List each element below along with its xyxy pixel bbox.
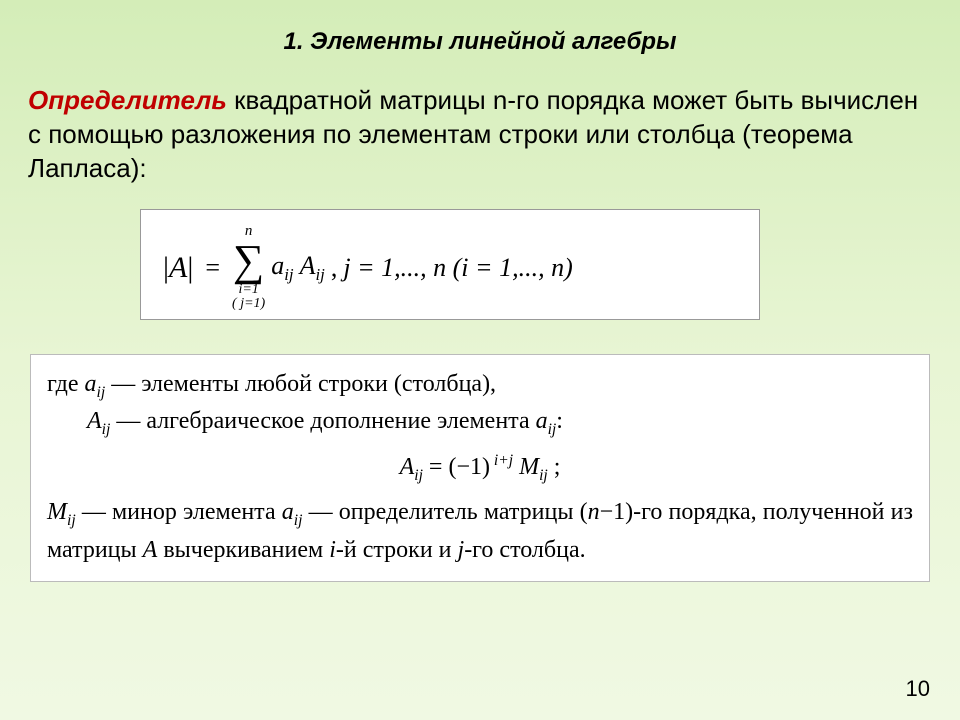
exp2-b: ― алгебраическое дополнение элемента <box>110 408 535 434</box>
term-A2: A <box>300 251 316 280</box>
cofactor-formula: Aij = (−1) i+j Mij ; <box>47 442 913 495</box>
exp3-j: -й строки и <box>336 537 458 563</box>
cof-M: M <box>513 454 539 480</box>
det-bar-close: | <box>187 251 193 284</box>
det-A: A <box>169 251 187 284</box>
equals-sign: = <box>199 253 226 283</box>
exp1-b-sub: ij <box>97 384 106 401</box>
section-header: 1. Элементы линейной алгебры <box>0 0 960 56</box>
explanation-box: где aij ― элементы любой строки (столбца… <box>30 354 930 582</box>
sum-lower-1: i=1 <box>238 281 258 297</box>
exp3-h: вычеркиванием <box>157 537 329 563</box>
cof-sup: i+j <box>490 452 513 469</box>
page-number: 10 <box>906 676 930 702</box>
det-lhs: |A| <box>163 251 193 285</box>
exp1-b: a <box>85 371 97 397</box>
exp3-c: a <box>282 499 294 525</box>
sum-lower-2: ( j=1) <box>232 297 265 311</box>
exp2-c-sub: ij <box>548 421 557 438</box>
sum-block: n ∑ i=1 ( j=1) <box>232 224 265 311</box>
explain-line-1: где aij ― элементы любой строки (столбца… <box>47 367 913 404</box>
term-A-ij: Aij <box>300 251 325 285</box>
term-a: a <box>271 251 284 280</box>
formula-tail: j = 1,..., n (i = 1,..., n) <box>343 253 572 283</box>
exp3-i: i <box>329 537 336 563</box>
exp3-a-sub: ij <box>67 512 76 529</box>
cof-eq: = (−1) <box>423 454 490 480</box>
cof-end: ; <box>548 454 561 480</box>
exp2-d: : <box>556 408 563 434</box>
term-a-sub: ij <box>284 265 293 284</box>
main-formula-box: |A| = n ∑ i=1 ( j=1) aij Aij , j = 1,...… <box>140 209 760 320</box>
term-a-ij: aij <box>271 251 293 285</box>
term-determinant: Определитель <box>28 85 227 115</box>
cof-A: A <box>400 454 415 480</box>
explain-line-3: Mij ― минор элемента aij ― определитель … <box>47 495 913 567</box>
main-formula-row: |A| = n ∑ i=1 ( j=1) aij Aij , j = 1,...… <box>163 224 737 311</box>
exp3-g: A <box>143 537 158 563</box>
exp3-b: ― минор элемента <box>76 499 282 525</box>
sigma-symbol: ∑ <box>233 241 264 281</box>
intro-paragraph: Определитель квадратной матрицы n-го пор… <box>0 56 960 185</box>
exp3-e: n <box>588 499 600 525</box>
page-number-value: 10 <box>906 676 930 701</box>
explain-line-2: Aij ― алгебраическое дополнение элемента… <box>47 404 913 441</box>
exp1-a: где <box>47 371 85 397</box>
cof-A-sub: ij <box>414 467 423 484</box>
exp2-c: a <box>536 408 548 434</box>
cof-M-sub: ij <box>539 467 548 484</box>
exp2-a: A <box>87 408 102 434</box>
exp3-d: ― определитель матрицы ( <box>302 499 587 525</box>
header-text: 1. Элементы линейной алгебры <box>283 28 676 55</box>
comma-sep: , <box>331 253 338 283</box>
exp1-c: ― элементы любой строки (столбца), <box>105 371 496 397</box>
term-A2-sub: ij <box>315 265 324 284</box>
exp3-a: M <box>47 499 67 525</box>
exp3-l: -го столбца. <box>464 537 585 563</box>
